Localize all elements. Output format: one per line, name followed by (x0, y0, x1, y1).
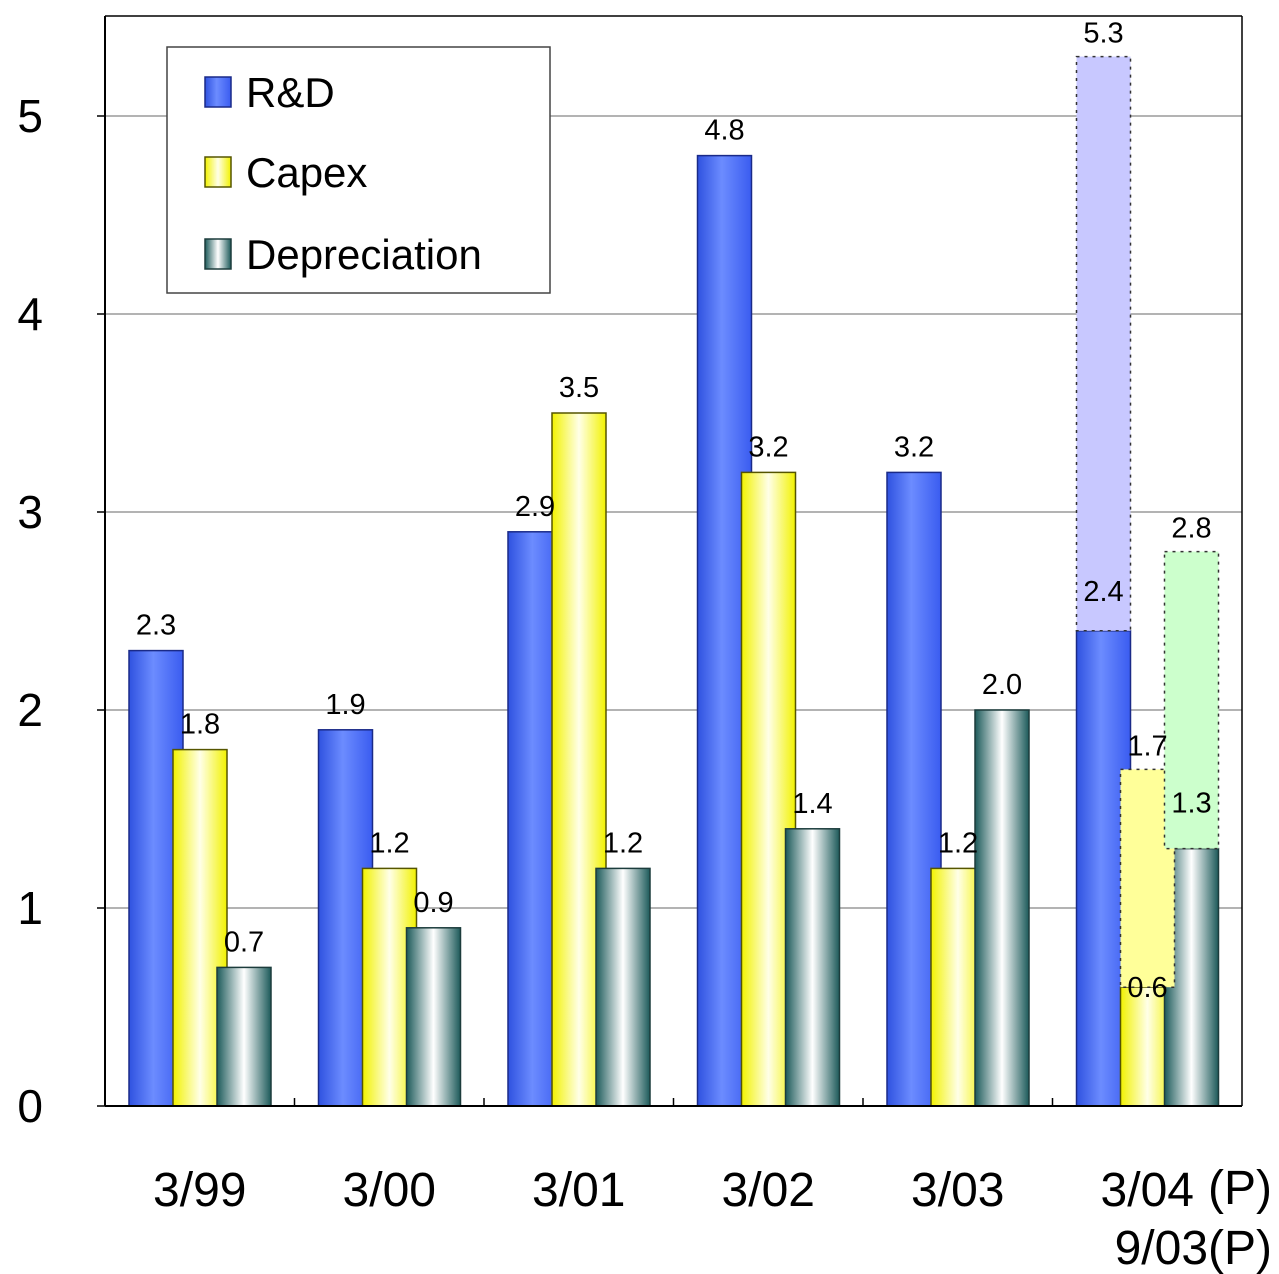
axes (104, 15, 1243, 1107)
bar-depreciation-0 (216, 966, 272, 1107)
data-label: 2.4 (1083, 576, 1123, 608)
y-tick-label: 3 (17, 486, 43, 538)
legend-swatch-0 (204, 76, 232, 108)
x-tick-label: 3/02 (722, 1164, 815, 1217)
y-tick-label: 0 (17, 1080, 43, 1132)
projection-label: 2.8 (1171, 513, 1211, 545)
y-axis-ticks: 0 1 2 3 4 5 (17, 90, 105, 1132)
data-label: 0.9 (413, 887, 453, 919)
y-tick-label: 1 (17, 882, 43, 934)
bar-depreciation-4 (974, 709, 1030, 1107)
projection-label: 5.3 (1083, 18, 1123, 50)
projection-label: 1.7 (1127, 730, 1167, 762)
legend: R&D Capex Depreciation (166, 46, 551, 294)
data-label: 1.2 (603, 827, 643, 859)
x-tick-label: 3/99 (153, 1164, 246, 1217)
data-label: 1.2 (938, 827, 978, 859)
legend-swatch-1 (204, 156, 232, 188)
x-tick-label: 3/01 (532, 1164, 625, 1217)
data-label: 0.6 (1127, 972, 1167, 1004)
data-labels: 5.3 1.7 2.8 2.3 1.9 2.9 4.8 3.2 2.4 1.8 1.2 3.5 3.2 1… (136, 18, 1212, 1005)
data-label: 2.9 (515, 491, 555, 523)
data-label: 2.3 (136, 610, 176, 642)
data-label: 1.4 (792, 788, 832, 820)
data-label: 3.2 (748, 431, 788, 463)
data-label: 1.3 (1171, 788, 1211, 820)
legend-label: R&D (246, 69, 335, 116)
data-label: 3.2 (894, 431, 934, 463)
legend-label: Capex (246, 149, 367, 196)
legend-swatch-2 (204, 238, 232, 270)
y-tick-label: 4 (17, 288, 43, 340)
data-label: 1.2 (369, 827, 409, 859)
data-label: 1.8 (180, 709, 220, 741)
projection-bar-0 (1075, 55, 1132, 632)
x-tick-label-suffix: (P) (1208, 1162, 1272, 1215)
bar-depreciation-1 (405, 927, 462, 1107)
projection-bar-2 (1163, 550, 1220, 850)
data-label: 2.0 (982, 669, 1022, 701)
x-axis-labels: 3/99 3/00 3/01 3/02 3/03 3/04 (P) 9/03(P) (153, 1162, 1272, 1274)
y-tick-label: 2 (17, 684, 43, 736)
data-label: 0.7 (224, 926, 264, 958)
legend-label: Depreciation (246, 231, 482, 278)
y-tick-label: 5 (17, 90, 43, 142)
data-label: 4.8 (704, 115, 744, 147)
x-tick-label-second-line: 9/03(P) (1115, 1222, 1272, 1274)
data-label: 1.9 (325, 689, 365, 721)
x-tick-label: 3/00 (343, 1164, 436, 1217)
bar-depreciation-2 (595, 867, 651, 1107)
x-tick-label: 3/03 (911, 1164, 1004, 1217)
bar-depreciation-3 (784, 828, 841, 1107)
data-label: 3.5 (559, 372, 599, 404)
x-tick-label: 3/04 (1101, 1164, 1194, 1217)
bars (128, 55, 1220, 1107)
